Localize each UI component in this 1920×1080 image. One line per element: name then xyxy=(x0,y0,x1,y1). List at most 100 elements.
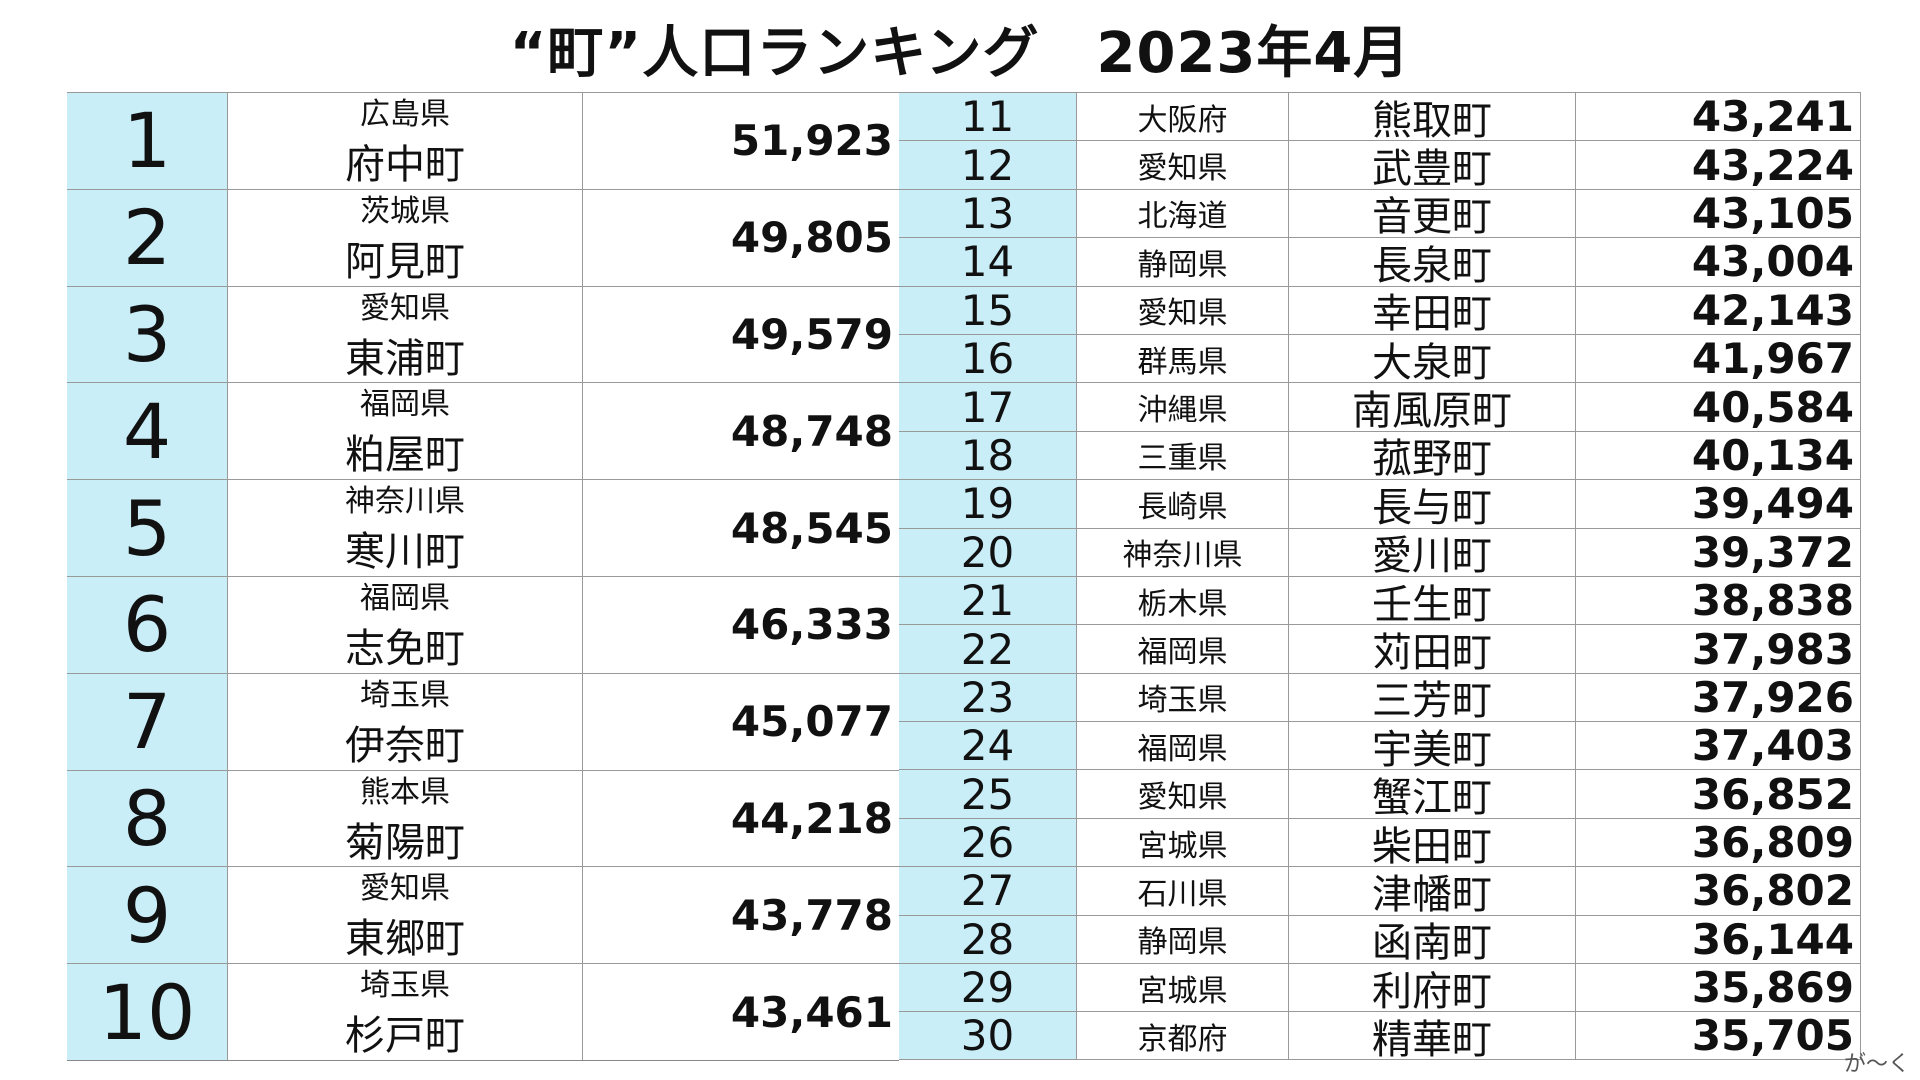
town-name: 東浦町 xyxy=(345,335,465,382)
name-cell: 茨城県 阿見町 xyxy=(228,188,583,286)
town-name: 阿見町 xyxy=(345,238,465,285)
prefecture-name: 福岡県 xyxy=(1077,721,1289,770)
rank-cell: 13 xyxy=(899,188,1077,238)
population-cell: 45,077 xyxy=(583,672,899,770)
prefecture-name: 静岡県 xyxy=(1077,914,1289,964)
prefecture-name: 神奈川県 xyxy=(1077,527,1289,576)
prefecture-name: 愛知県 xyxy=(1077,769,1289,818)
prefecture-name: 愛知県 xyxy=(1077,285,1289,334)
population-cell: 42,143 xyxy=(1576,285,1861,334)
prefecture-name: 茨城県 xyxy=(360,193,450,229)
population-cell: 38,838 xyxy=(1576,575,1861,625)
town-name: 杉戸町 xyxy=(345,1013,465,1060)
population-cell: 39,372 xyxy=(1576,527,1861,576)
rank-cell: 16 xyxy=(899,333,1077,383)
town-name: 寒川町 xyxy=(345,529,465,576)
rank-cell: 1 xyxy=(67,92,228,189)
rank-cell: 25 xyxy=(899,769,1077,818)
population-cell: 37,403 xyxy=(1576,721,1861,770)
town-name: 熊取町 xyxy=(1289,92,1576,141)
prefecture-name: 愛知県 xyxy=(1077,140,1289,189)
name-cell: 熊本県 菊陽町 xyxy=(228,769,583,867)
town-name: 府中町 xyxy=(345,142,465,188)
prefecture-name: 長崎県 xyxy=(1077,479,1289,528)
town-name: 伊奈町 xyxy=(345,722,465,769)
town-name: 菊陽町 xyxy=(345,819,465,866)
town-name: 音更町 xyxy=(1289,188,1576,238)
population-cell: 48,748 xyxy=(583,382,899,479)
rank-cell: 14 xyxy=(899,237,1077,286)
town-name: 壬生町 xyxy=(1289,575,1576,625)
rank-cell: 15 xyxy=(899,285,1077,334)
prefecture-name: 熊本県 xyxy=(360,774,450,810)
town-name: 蟹江町 xyxy=(1289,769,1576,818)
population-cell: 35,705 xyxy=(1576,1011,1861,1060)
population-cell: 36,144 xyxy=(1576,914,1861,964)
population-cell: 43,461 xyxy=(583,963,899,1060)
population-cell: 35,869 xyxy=(1576,963,1861,1012)
town-name: 志免町 xyxy=(345,625,465,672)
prefecture-name: 福岡県 xyxy=(360,580,450,616)
town-name: 精華町 xyxy=(1289,1011,1576,1060)
town-name: 津幡町 xyxy=(1289,866,1576,915)
rank-cell: 6 xyxy=(67,575,228,673)
rank-cell: 20 xyxy=(899,527,1077,576)
rank-cell: 11 xyxy=(899,92,1077,141)
rank-cell: 27 xyxy=(899,866,1077,915)
rank-cell: 12 xyxy=(899,140,1077,189)
author-watermark: が〜く xyxy=(1843,1052,1910,1077)
rank-cell: 28 xyxy=(899,914,1077,964)
population-cell: 48,545 xyxy=(583,479,899,576)
town-name: 利府町 xyxy=(1289,963,1576,1012)
prefecture-name: 群馬県 xyxy=(1077,333,1289,383)
prefecture-name: 宮城県 xyxy=(1077,963,1289,1012)
population-cell: 44,218 xyxy=(583,769,899,867)
name-cell: 愛知県 東浦町 xyxy=(228,285,583,383)
rank-cell: 26 xyxy=(899,817,1077,867)
town-name: 東郷町 xyxy=(345,916,465,963)
population-cell: 43,224 xyxy=(1576,140,1861,189)
name-cell: 埼玉県 杉戸町 xyxy=(228,963,583,1060)
rank-cell: 9 xyxy=(67,866,228,964)
population-cell: 43,105 xyxy=(1576,188,1861,238)
town-name: 苅田町 xyxy=(1289,624,1576,673)
rank-cell: 4 xyxy=(67,382,228,480)
town-name: 粕屋町 xyxy=(345,432,465,479)
population-cell: 49,805 xyxy=(583,188,899,286)
town-name: 幸田町 xyxy=(1289,285,1576,334)
prefecture-name: 静岡県 xyxy=(1077,237,1289,286)
prefecture-name: 福岡県 xyxy=(1077,624,1289,673)
town-name: 愛川町 xyxy=(1289,527,1576,576)
town-name: 大泉町 xyxy=(1289,333,1576,383)
rank-cell: 17 xyxy=(899,382,1077,431)
prefecture-name: 栃木県 xyxy=(1077,575,1289,625)
prefecture-name: 北海道 xyxy=(1077,188,1289,238)
population-cell: 43,778 xyxy=(583,866,899,963)
town-name: 南風原町 xyxy=(1289,382,1576,431)
name-cell: 福岡県 志免町 xyxy=(228,575,583,673)
prefecture-name: 大阪府 xyxy=(1077,92,1289,141)
rank-cell: 18 xyxy=(899,430,1077,480)
population-cell: 36,809 xyxy=(1576,817,1861,867)
rank-cell: 7 xyxy=(67,672,228,770)
prefecture-name: 愛知県 xyxy=(360,871,450,907)
ranking-table-11-30: 11 大阪府 熊取町 43,241 12 愛知県 武豊町 43,224 13 北海道 音更町 43,1… xyxy=(899,92,1861,1060)
population-cell: 51,923 xyxy=(583,92,899,189)
rank-cell: 22 xyxy=(899,624,1077,673)
prefecture-name: 埼玉県 xyxy=(360,677,450,713)
population-cell: 40,134 xyxy=(1576,430,1861,480)
name-cell: 埼玉県 伊奈町 xyxy=(228,672,583,770)
prefecture-name: 広島県 xyxy=(360,97,450,132)
population-cell: 43,004 xyxy=(1576,237,1861,286)
population-cell: 46,333 xyxy=(583,575,899,673)
population-cell: 36,802 xyxy=(1576,866,1861,915)
rank-cell: 8 xyxy=(67,769,228,867)
rank-cell: 23 xyxy=(899,672,1077,722)
town-name: 長与町 xyxy=(1289,479,1576,528)
name-cell: 福岡県 粕屋町 xyxy=(228,382,583,480)
rank-cell: 3 xyxy=(67,285,228,383)
population-cell: 40,584 xyxy=(1576,382,1861,431)
town-name: 長泉町 xyxy=(1289,237,1576,286)
prefecture-name: 京都府 xyxy=(1077,1011,1289,1060)
rank-cell: 10 xyxy=(67,963,228,1060)
